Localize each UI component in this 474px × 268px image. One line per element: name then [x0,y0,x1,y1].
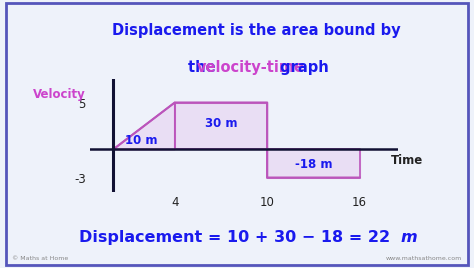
Polygon shape [113,102,175,150]
Text: -18 m: -18 m [295,158,332,171]
Text: © Maths at Home: © Maths at Home [12,256,68,261]
Text: Displacement is the area bound by: Displacement is the area bound by [112,23,400,38]
Text: Velocity: Velocity [33,88,85,102]
Polygon shape [175,102,267,150]
Polygon shape [267,150,360,177]
Text: 10 m: 10 m [125,133,157,147]
Text: velocity-time: velocity-time [196,60,305,75]
Text: m: m [400,230,417,245]
Text: Displacement = 10 + 30 − 18 = 22: Displacement = 10 + 30 − 18 = 22 [79,230,395,245]
Text: 30 m: 30 m [205,117,237,130]
Text: graph: graph [275,60,329,75]
Text: Time: Time [391,154,423,167]
Text: the: the [188,60,220,75]
Text: www.mathsathome.com: www.mathsathome.com [386,256,462,261]
